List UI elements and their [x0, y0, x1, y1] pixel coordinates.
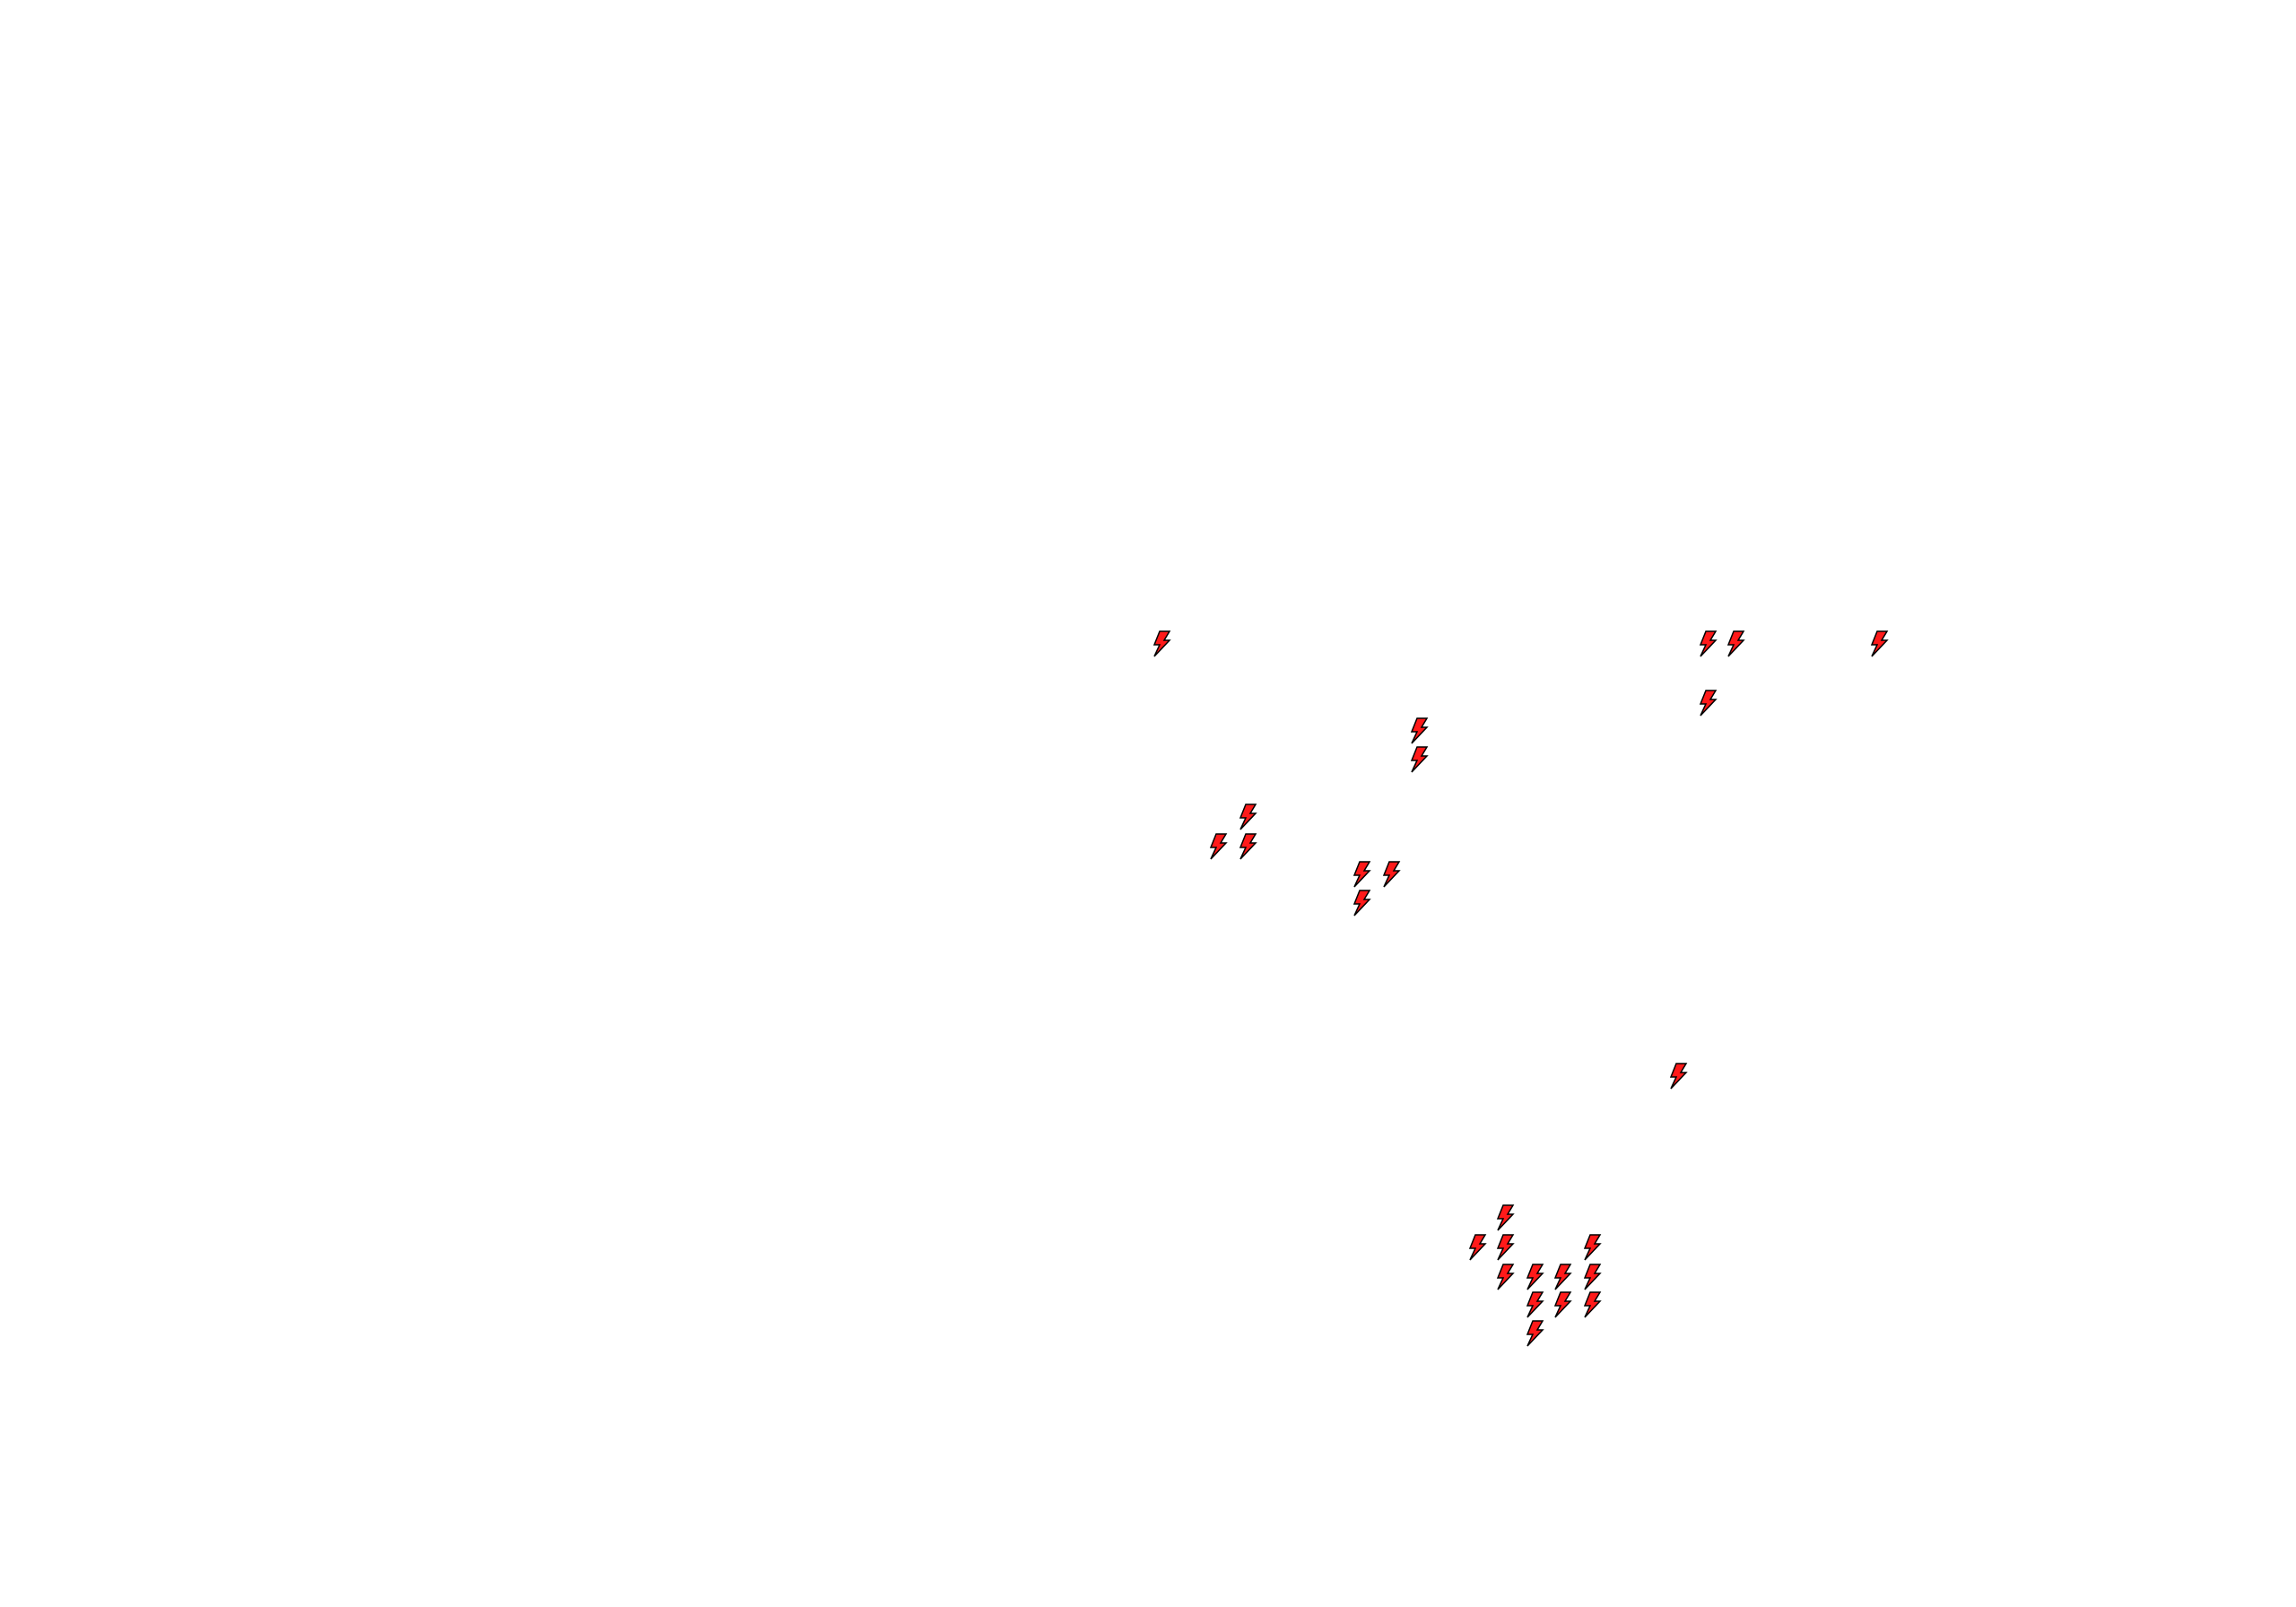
lightning-bolt-icon[interactable] — [1409, 717, 1429, 744]
lightning-bolt-icon[interactable] — [1352, 890, 1372, 916]
lightning-bolt-icon[interactable] — [1582, 1290, 1602, 1318]
lightning-bolt-icon[interactable] — [1467, 1234, 1488, 1261]
lightning-bolt-icon[interactable] — [1552, 1290, 1572, 1318]
lightning-bolt-icon[interactable] — [1238, 804, 1257, 830]
lightning-bolt-icon[interactable] — [1409, 746, 1429, 773]
lightning-bolt-icon[interactable] — [1869, 630, 1889, 657]
lightning-bolt-icon[interactable] — [1238, 832, 1257, 860]
lightning-bolt-icon[interactable] — [1668, 1063, 1688, 1090]
lightning-bolt-icon[interactable] — [1582, 1234, 1602, 1261]
lightning-bolt-icon[interactable] — [1495, 1204, 1516, 1231]
lightning-bolt-icon[interactable] — [1525, 1290, 1544, 1318]
lightning-bolt-icon[interactable] — [1381, 860, 1401, 888]
lightning-bolt-icon[interactable] — [1698, 689, 1718, 717]
lightning-bolt-icon[interactable] — [1582, 1263, 1602, 1290]
lightning-bolt-icon[interactable] — [1525, 1320, 1544, 1347]
lightning-bolt-icon[interactable] — [1208, 832, 1229, 860]
lightning-bolt-icon[interactable] — [1152, 630, 1171, 657]
lightning-bolt-icon[interactable] — [1495, 1263, 1516, 1290]
lightning-bolt-icon[interactable] — [1552, 1263, 1572, 1290]
lightning-bolt-icon[interactable] — [1698, 630, 1718, 657]
lightning-bolt-icon[interactable] — [1525, 1263, 1544, 1290]
lightning-bolt-icon[interactable] — [1726, 630, 1745, 657]
lightning-bolt-icon[interactable] — [1495, 1234, 1516, 1261]
lightning-bolt-icon[interactable] — [1352, 860, 1372, 888]
